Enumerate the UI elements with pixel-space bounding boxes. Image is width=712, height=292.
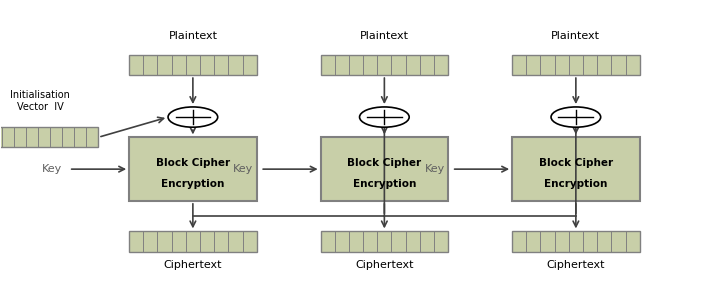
Text: Encryption: Encryption — [161, 179, 224, 189]
FancyBboxPatch shape — [320, 137, 448, 201]
Bar — [512, 55, 639, 75]
Text: Plaintext: Plaintext — [551, 31, 600, 41]
Text: Initialisation
Vector  IV: Initialisation Vector IV — [11, 90, 70, 112]
Text: Key: Key — [41, 164, 62, 174]
FancyBboxPatch shape — [512, 137, 639, 201]
Circle shape — [360, 107, 409, 127]
Text: Plaintext: Plaintext — [168, 31, 217, 41]
Text: Ciphertext: Ciphertext — [547, 260, 605, 270]
Text: Block Cipher: Block Cipher — [156, 158, 230, 168]
Bar — [320, 231, 448, 252]
Text: Key: Key — [233, 164, 253, 174]
Text: Ciphertext: Ciphertext — [164, 260, 222, 270]
Text: Key: Key — [424, 164, 445, 174]
Text: Encryption: Encryption — [352, 179, 416, 189]
Text: Plaintext: Plaintext — [360, 31, 409, 41]
Circle shape — [168, 107, 218, 127]
Bar — [0, 127, 98, 147]
Bar — [129, 55, 257, 75]
Text: Encryption: Encryption — [544, 179, 607, 189]
Bar — [512, 231, 639, 252]
Bar — [320, 55, 448, 75]
Circle shape — [551, 107, 601, 127]
Text: Block Cipher: Block Cipher — [347, 158, 422, 168]
Bar — [129, 231, 257, 252]
Text: Block Cipher: Block Cipher — [539, 158, 613, 168]
FancyBboxPatch shape — [129, 137, 257, 201]
Text: Ciphertext: Ciphertext — [355, 260, 414, 270]
